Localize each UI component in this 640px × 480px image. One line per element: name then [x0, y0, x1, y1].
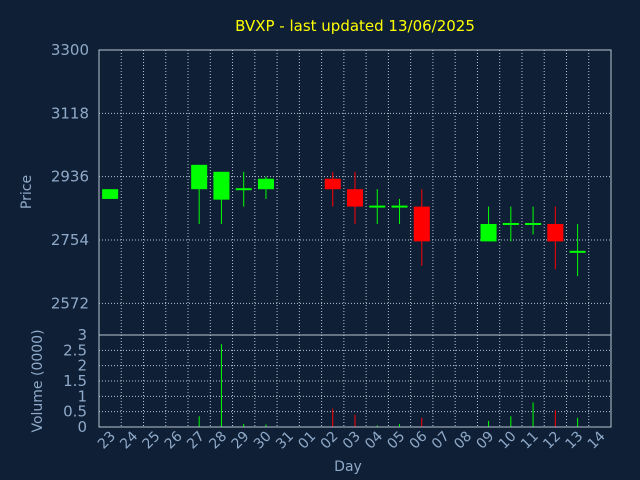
volume-panel-frame: [98, 334, 612, 428]
price-tick-label: 2754: [51, 231, 89, 249]
volume-tick-label: 1.5: [63, 372, 87, 390]
volume-tick-label: 2: [77, 357, 87, 375]
price-tick-label: 3118: [51, 104, 89, 122]
volume-tick-label: 3: [77, 326, 87, 344]
price-tick-label: 2936: [51, 168, 89, 186]
candle-body: [257, 178, 274, 190]
candle-body: [102, 189, 119, 199]
candle-body: [547, 223, 564, 242]
x-tick-label: 09: [473, 429, 497, 453]
price-tick-labels: 3300 3118 2936 2754 2572: [51, 41, 89, 312]
chart-title: BVXP - last updated 13/06/2025: [235, 17, 475, 35]
x-tick-label: 27: [184, 429, 208, 453]
candle-body: [525, 222, 542, 225]
x-tick-label: 04: [362, 428, 386, 452]
volume-grid: [99, 334, 611, 428]
volume-tick-label: 0: [77, 418, 87, 436]
x-tick-label: 28: [206, 429, 230, 453]
candle-body: [480, 223, 497, 242]
candle-body: [213, 171, 230, 200]
volume-tick-label: 2.5: [63, 341, 87, 359]
candle-body: [413, 206, 430, 242]
x-tick-label: 29: [229, 429, 253, 453]
x-tick-label: 31: [273, 429, 297, 453]
candle-body: [369, 205, 386, 208]
x-tick-label: 30: [251, 429, 275, 453]
x-tick-label: 02: [318, 429, 342, 453]
candles: [102, 164, 586, 277]
x-tick-label: 08: [451, 429, 475, 453]
x-axis-label: Day: [334, 459, 362, 475]
x-tick-label: 24: [117, 428, 141, 452]
x-tick-label: 07: [429, 429, 453, 453]
volume-axis-label: Volume (0000): [30, 329, 46, 432]
price-axis-label: Price: [19, 175, 35, 209]
x-tick-label: 11: [518, 429, 542, 453]
x-tick-labels: 2324252627282930310102030405060708091011…: [95, 428, 609, 452]
x-tick-label: 10: [496, 429, 520, 453]
volume-tick-label: 1: [77, 387, 87, 405]
price-tick-label: 3300: [51, 41, 89, 59]
x-tick-label: 05: [384, 429, 408, 453]
x-tick-label: 13: [563, 429, 587, 453]
x-tick-label: 25: [140, 429, 164, 453]
x-tick-label: 03: [340, 429, 364, 453]
price-grid: [99, 49, 611, 335]
x-tick-label: 14: [585, 428, 609, 452]
candle-body: [502, 222, 519, 225]
volume-tick-labels: 32.521.510.50: [63, 326, 87, 436]
x-tick-label: 26: [162, 428, 186, 452]
x-tick-label: 23: [95, 429, 119, 453]
volume-tick-label: 0.5: [63, 403, 87, 421]
candle-body: [569, 250, 586, 253]
x-tick-label: 01: [295, 429, 319, 453]
volume-bars: [109, 344, 579, 427]
candle-body: [391, 205, 408, 208]
price-tick-label: 2572: [51, 294, 89, 312]
x-tick-label: 12: [540, 429, 564, 453]
candle-body: [191, 164, 208, 190]
candle-body: [235, 188, 252, 191]
x-tick-label: 06: [407, 428, 431, 452]
candle-body: [324, 178, 341, 190]
candle-body: [346, 189, 364, 207]
